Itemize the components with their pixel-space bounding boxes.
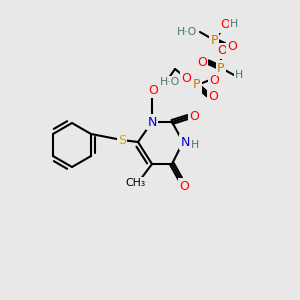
Text: H·O: H·O	[160, 77, 180, 87]
Text: O: O	[179, 179, 189, 193]
Text: O: O	[220, 19, 230, 32]
Text: CH₃: CH₃	[125, 178, 145, 188]
Text: P: P	[210, 34, 218, 46]
Text: H: H	[230, 19, 238, 29]
Text: O: O	[209, 74, 219, 86]
Text: N: N	[180, 136, 190, 148]
Text: P: P	[193, 79, 201, 92]
Text: H: H	[191, 140, 199, 150]
Text: N: N	[147, 116, 157, 128]
Text: O: O	[189, 110, 199, 124]
Text: H·O: H·O	[177, 27, 197, 37]
Text: O: O	[181, 71, 191, 85]
Text: H: H	[235, 70, 243, 80]
Text: O: O	[197, 56, 207, 68]
Text: O: O	[208, 89, 218, 103]
Text: O: O	[148, 83, 158, 97]
Text: S: S	[118, 134, 126, 146]
Text: O: O	[227, 40, 237, 53]
Text: O: O	[217, 44, 227, 58]
Text: P: P	[217, 61, 225, 74]
